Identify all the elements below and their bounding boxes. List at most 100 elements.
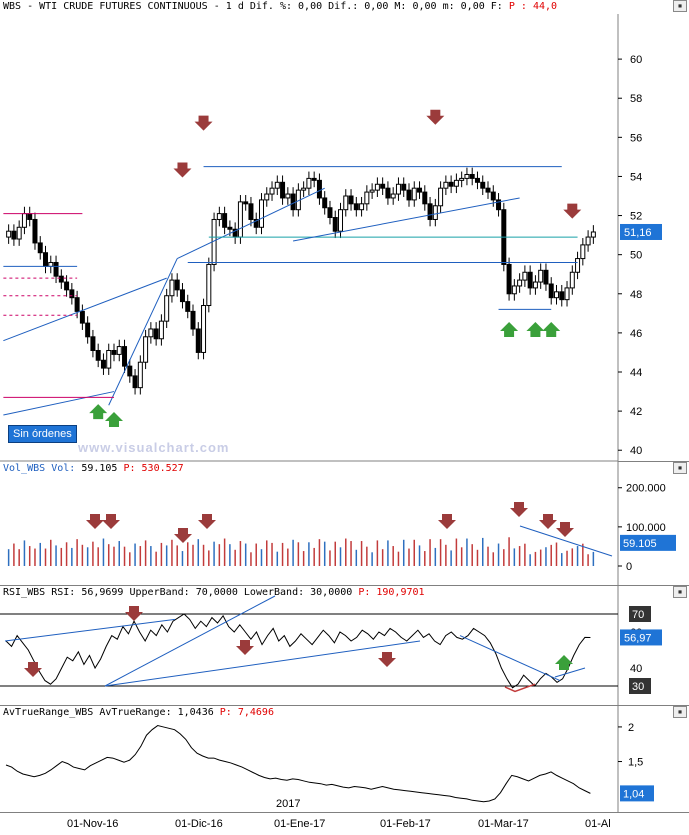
candle-body (469, 173, 475, 179)
candle-body (269, 187, 275, 195)
candle-body (311, 177, 317, 181)
price-tick-label: 54 (630, 171, 642, 183)
atr-chart[interactable]: 2 1,5 1,04 (0, 706, 689, 812)
volume-chart[interactable]: 200.000 100.000 0 59.105 (0, 462, 689, 586)
candle-body (100, 359, 106, 369)
candle-body (127, 365, 133, 377)
atr-tick-label: 2 (628, 722, 634, 734)
rsi-oversold-segment (504, 683, 536, 693)
candle-body (74, 297, 80, 312)
candle-body (216, 213, 222, 220)
price-tick-label: 48 (630, 289, 642, 301)
candle-body (438, 187, 444, 207)
candle-body (16, 226, 22, 240)
candle-body (37, 242, 43, 254)
price-tick-label: 46 (630, 328, 642, 340)
candle-body (395, 183, 401, 195)
candle-body (132, 375, 138, 389)
candle-body (448, 181, 454, 187)
candle-body (459, 177, 465, 181)
up-arrow-icon (500, 322, 519, 338)
trend-line-bottom (3, 391, 115, 416)
candle-body (274, 181, 280, 189)
price-tick-label: 52 (630, 211, 642, 223)
price-header: WBS - WTI CRUDE FUTURES CONTINUOUS - 1 d… (3, 1, 558, 12)
price-tick-label: 40 (630, 445, 642, 457)
atr-header: AvTrueRange_WBS AvTrueRange: 1,0436 P: 7… (3, 707, 274, 718)
date-label: 01-Nov-16 (67, 818, 119, 830)
candle-body (564, 287, 570, 301)
rsi-tick-label: 40 (630, 663, 642, 675)
down-arrow-icon (86, 514, 104, 529)
candle-body (64, 281, 70, 291)
candle-body (527, 271, 533, 289)
candle-body (401, 183, 407, 191)
candle-body (243, 201, 249, 205)
last-rsi-box (620, 629, 662, 646)
candle-body (422, 191, 428, 205)
date-axis: 01-Nov-16 01-Dic-16 01-Ene-17 01-Feb-17 … (0, 812, 689, 835)
candle-body (359, 203, 365, 211)
down-arrow-icon (174, 528, 192, 543)
atr-panel[interactable]: AvTrueRange_WBS AvTrueRange: 1,0436 P: 7… (0, 706, 689, 812)
candle-body (32, 218, 38, 244)
candle-body (58, 275, 64, 283)
candle-body (290, 193, 296, 211)
volume-header: Vol_WBS Vol: 59.105 P: 530.527 (3, 463, 184, 474)
candle-body (201, 305, 207, 353)
rsi-header: RSI_WBS RSI: 56,9699 UpperBand: 70,0000 … (3, 587, 425, 598)
date-label: 01-Feb-17 (380, 818, 431, 830)
down-arrow-icon (102, 514, 120, 529)
candle-body (485, 187, 491, 193)
candle-body (343, 195, 349, 211)
candle-body (464, 173, 470, 179)
candle-body (79, 310, 85, 324)
upper-band-label: 70 (632, 609, 644, 621)
candle-body (222, 213, 228, 228)
rsi-line (5, 613, 591, 689)
uptrend-line (108, 258, 178, 406)
panel-close-button[interactable]: ▪ (673, 0, 687, 12)
volume-panel[interactable]: Vol_WBS Vol: 59.105 P: 530.527 ▪ 200.000… (0, 462, 689, 586)
panel-close-button[interactable]: ▪ (673, 462, 687, 474)
candle-body (538, 269, 544, 283)
panel-close-button[interactable]: ▪ (673, 586, 687, 598)
down-arrow-icon (125, 606, 143, 621)
vol-tick-label: 200.000 (626, 483, 666, 495)
rsi-panel[interactable]: RSI_WBS RSI: 56,9699 UpperBand: 70,0000 … (0, 586, 689, 706)
rsi-trend-line (4, 618, 176, 642)
sin-ordenes-button[interactable]: Sin órdenes (8, 425, 77, 443)
uptrend-line-ext (176, 187, 325, 260)
candle-body (116, 346, 122, 355)
last-vol-label: 59.105 (623, 538, 657, 550)
down-arrow-icon (236, 640, 254, 655)
candle-body (348, 195, 354, 205)
candle-body (253, 218, 259, 228)
candle-body (148, 328, 154, 338)
candle-body (143, 336, 149, 363)
price-tick-label: 44 (630, 367, 642, 379)
rsi-chart[interactable]: 7030604056,97 (0, 586, 689, 706)
candle-body (106, 349, 112, 369)
last-rsi-label: 56,97 (624, 632, 652, 644)
candle-body (575, 258, 581, 273)
price-tick-label: 56 (630, 132, 642, 144)
candle-body (411, 187, 417, 201)
candle-body (206, 263, 212, 307)
up-arrow-icon (104, 411, 123, 427)
candle-body (427, 203, 433, 220)
candle-body (306, 177, 312, 189)
candle-body (474, 177, 480, 183)
price-chart[interactable]: 60 58 56 54 52 50 48 46 44 42 40 51,16 (0, 0, 689, 462)
up-arrow-icon (555, 655, 573, 670)
rsi-trend-line (104, 640, 421, 687)
panel-close-button[interactable]: ▪ (673, 706, 687, 718)
candle-body (185, 301, 191, 312)
candle-body (543, 269, 549, 285)
up-arrow-icon (89, 404, 108, 420)
down-arrow-icon (24, 662, 42, 677)
price-panel[interactable]: WBS - WTI CRUDE FUTURES CONTINUOUS - 1 d… (0, 0, 689, 462)
year-label: 2017 (276, 798, 301, 810)
candle-body (95, 349, 101, 361)
candle-body (190, 310, 196, 330)
